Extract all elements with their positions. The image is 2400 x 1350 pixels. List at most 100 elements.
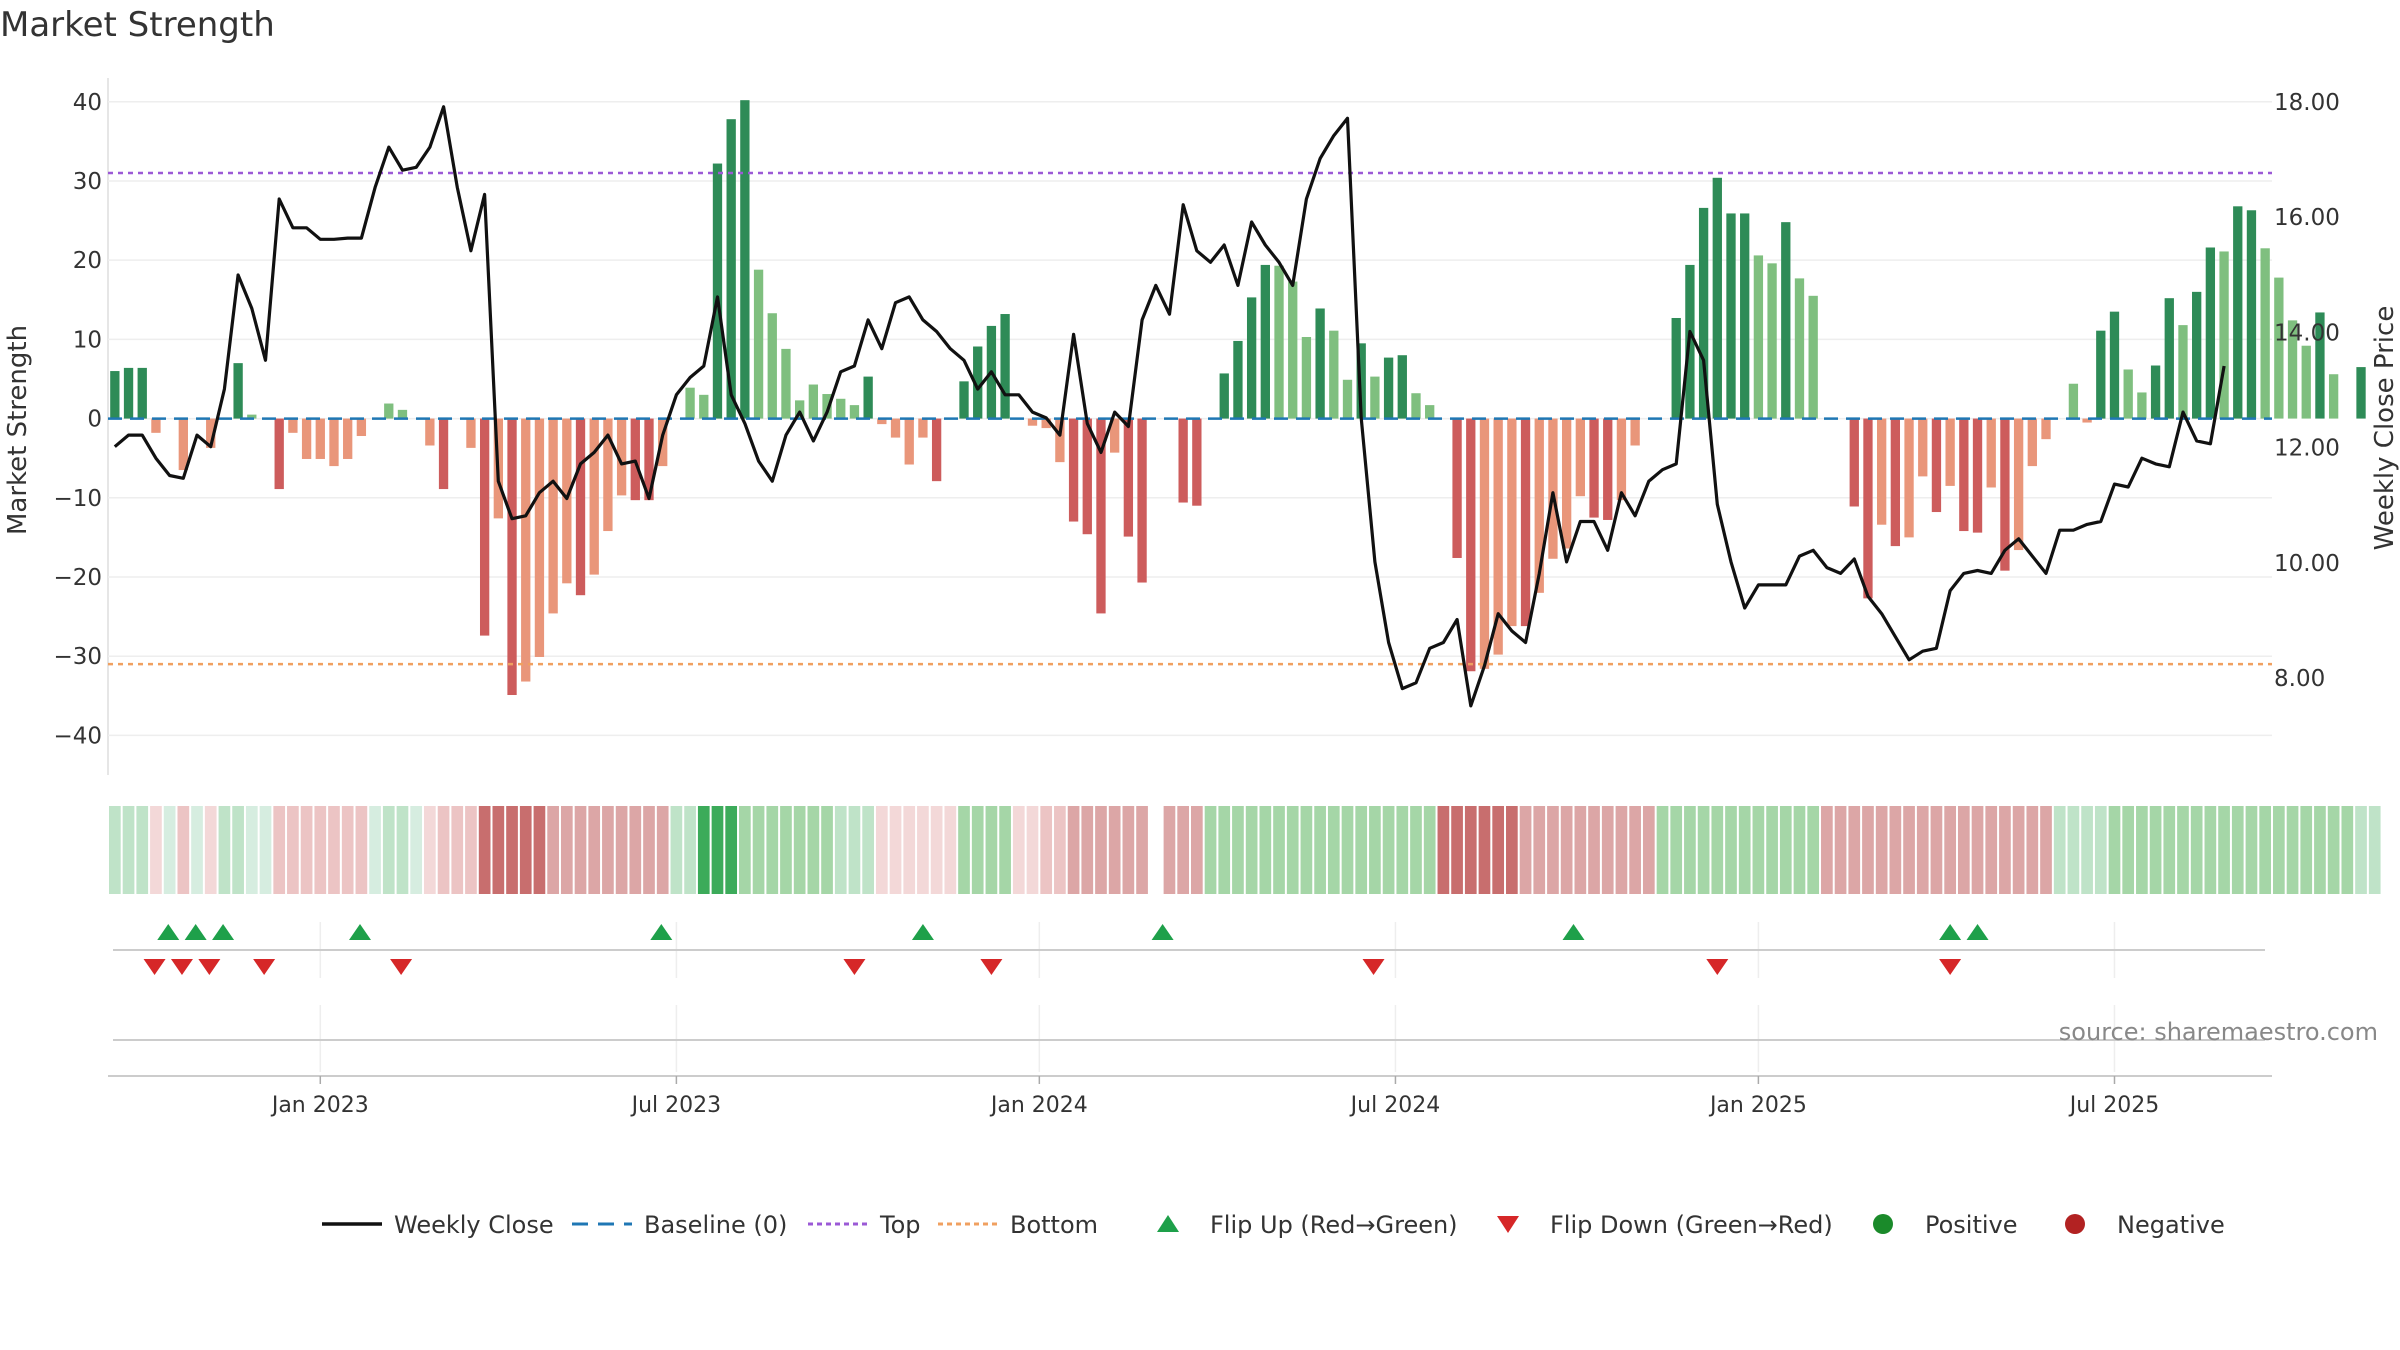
strength-bar (2287, 320, 2298, 419)
band-cell (1369, 806, 1381, 894)
band-cell (259, 806, 272, 894)
right-tick-label: 12.00 (2274, 436, 2340, 462)
band-cell (109, 806, 121, 894)
band-cell (533, 806, 546, 894)
flip-up-marker (650, 924, 673, 940)
strength-bar (2328, 374, 2339, 419)
strength-bar (2260, 248, 2270, 419)
strength-bar (1110, 418, 1120, 453)
legend-label: Negative (2117, 1211, 2225, 1239)
band-cell (2136, 806, 2148, 894)
strength-bar (1068, 418, 1079, 522)
strength-bar (1712, 177, 1722, 419)
band-cell (1177, 806, 1189, 894)
band-cell (643, 806, 655, 894)
band-cell (2108, 806, 2121, 894)
band-cell (1725, 806, 1737, 894)
band-cell (780, 806, 792, 894)
flip-down-marker (170, 959, 193, 975)
strength-bar (1288, 281, 1298, 419)
strength-bar (1342, 379, 1353, 419)
strength-bar (1740, 213, 1750, 419)
band-cell (1012, 806, 1025, 894)
left-tick-label: −10 (53, 486, 102, 512)
band-cell (232, 806, 244, 894)
strength-bar (685, 387, 695, 419)
strength-bar (822, 394, 832, 419)
strength-bar (877, 418, 887, 425)
band-cell (999, 806, 1011, 894)
band-cell (1492, 806, 1505, 894)
strength-bar (918, 418, 928, 438)
band-cell (1519, 806, 1532, 894)
strength-bar (438, 418, 449, 490)
regime-band (109, 806, 2381, 894)
strength-bar (1192, 418, 1202, 506)
band-cell (1999, 806, 2011, 894)
right-tick-label: 8.00 (2274, 666, 2325, 692)
band-cell (2327, 806, 2340, 894)
band-cell (2286, 806, 2299, 894)
band-cell (1232, 806, 1244, 894)
strength-bar (425, 418, 435, 446)
strength-bar (1534, 418, 1544, 593)
band-cell (1506, 806, 1518, 894)
strength-bar (1082, 418, 1092, 535)
strength-bar (2068, 383, 2079, 419)
band-cell (2368, 806, 2381, 894)
band-cell (875, 806, 888, 894)
right-tick-label: 18.00 (2274, 90, 2340, 116)
strength-bar (1370, 376, 1380, 419)
band-cell (1437, 806, 1450, 894)
band-cell (369, 806, 381, 894)
strength-bar (2096, 330, 2106, 419)
right-axis-ticks: 18.00 16.00 14.00 12.00 10.00 8.00 (2274, 90, 2340, 692)
band-cell (1670, 806, 1683, 894)
band-cell (1341, 806, 1354, 894)
left-tick-label: −40 (53, 723, 102, 749)
legend-label: Weekly Close (394, 1211, 554, 1239)
band-cell (1122, 806, 1135, 894)
band-cell (1971, 806, 1984, 894)
band-cell (1136, 806, 1148, 894)
strength-bar (137, 367, 147, 419)
flip-down-marker (1706, 959, 1729, 975)
strength-bar (1726, 213, 1736, 419)
strength-bar (2274, 277, 2284, 419)
strength-bar (904, 418, 914, 465)
reference-lines (108, 171, 2272, 666)
band-cell (1889, 806, 1902, 894)
band-cell (451, 806, 464, 894)
legend-swatch-up (1157, 1215, 1179, 1232)
band-cell (218, 806, 231, 894)
band-cell (1944, 806, 1956, 894)
strength-bar (1698, 207, 1709, 419)
strength-bar (2150, 365, 2161, 419)
legend-label: Positive (1925, 1211, 2018, 1239)
strength-bar (712, 163, 723, 419)
strength-bar (1753, 255, 1764, 419)
strength-bar (890, 418, 901, 438)
band-cell (1204, 806, 1217, 894)
strength-bar (521, 418, 531, 682)
band-cell (1355, 806, 1368, 894)
band-cell (1382, 806, 1395, 894)
band-cell (1752, 806, 1765, 894)
band-cell (2204, 806, 2217, 894)
band-cell (862, 806, 874, 894)
flip-down-marker (198, 959, 221, 975)
band-cell (1985, 806, 1998, 894)
band-cell (1067, 806, 1080, 894)
band-cell (2177, 806, 2189, 894)
left-tick-label: −30 (53, 644, 102, 670)
strength-bar (1794, 278, 1805, 419)
strength-bar (726, 119, 736, 419)
band-cell (300, 806, 313, 894)
strength-bar (2027, 418, 2037, 467)
band-cell (410, 806, 423, 894)
strength-bar (288, 418, 298, 433)
band-cell (602, 806, 614, 894)
strength-bar (206, 418, 216, 448)
band-cell (1903, 806, 1915, 894)
strength-bar (301, 418, 312, 459)
